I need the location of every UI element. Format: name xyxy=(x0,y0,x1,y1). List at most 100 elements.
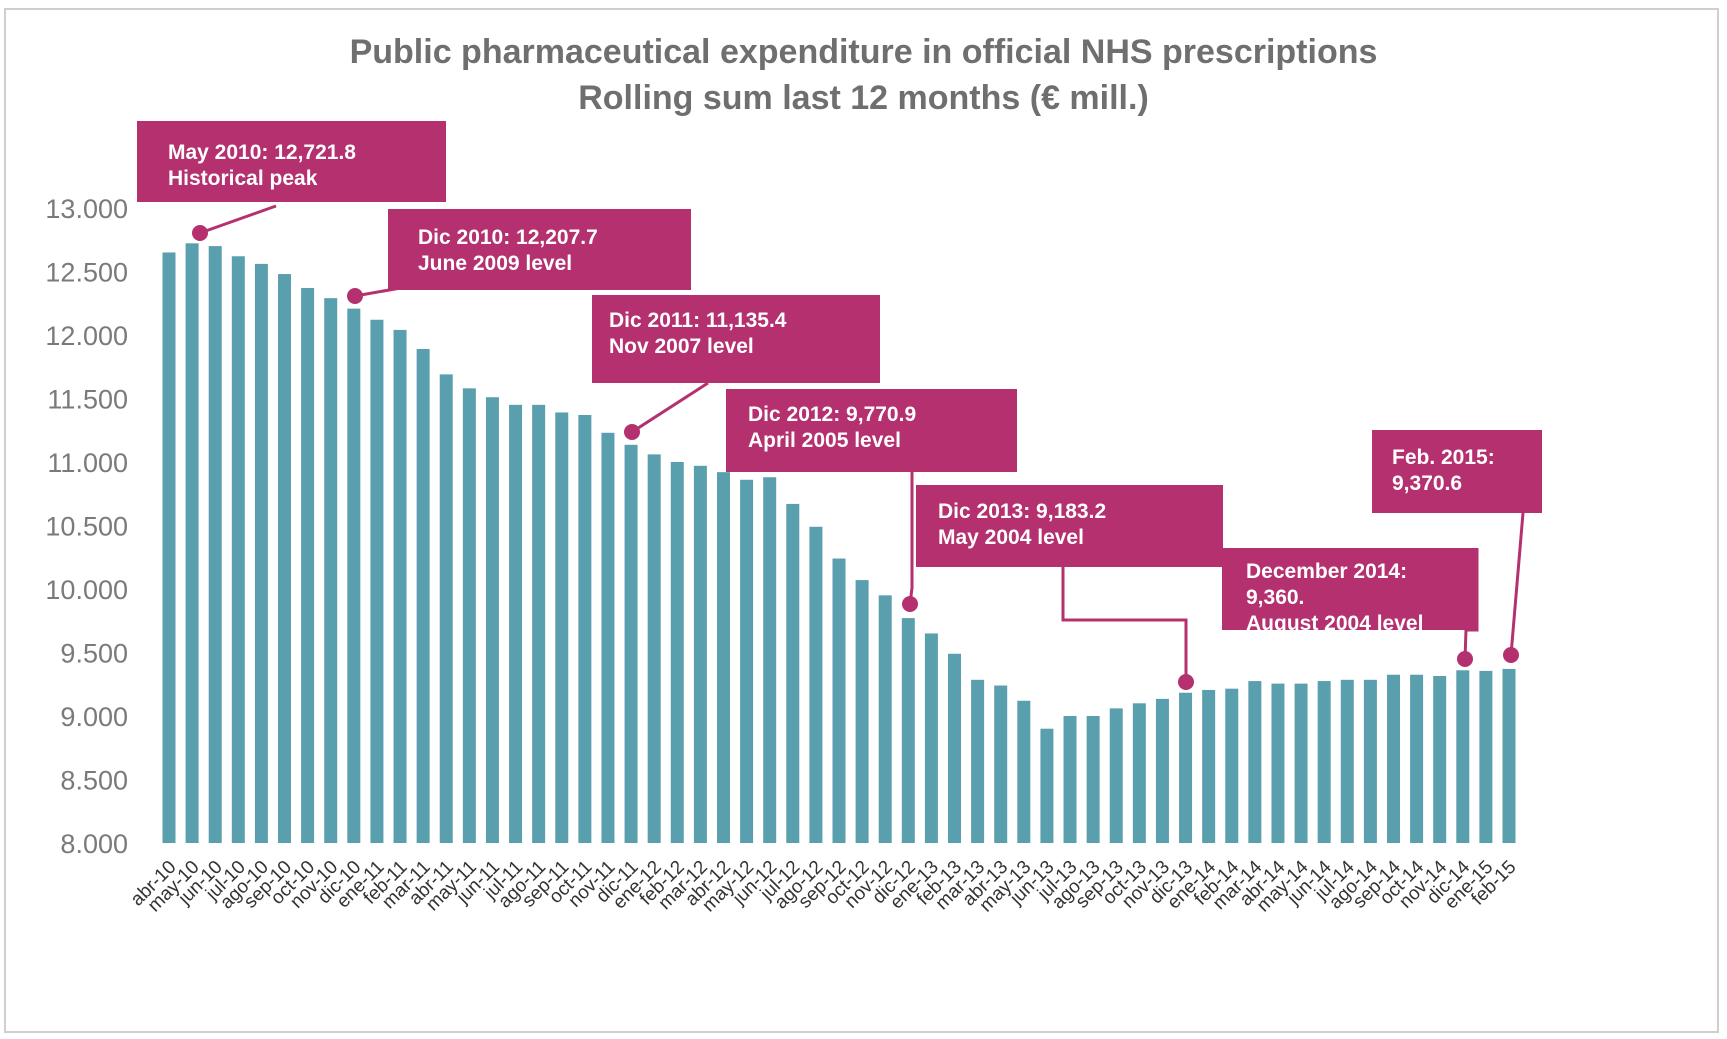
bar-may-10 xyxy=(185,243,199,843)
annotation-text: Dic 2011: 11,135.4 xyxy=(609,309,787,332)
bar-jul-13 xyxy=(1063,716,1077,843)
bar-sep-11 xyxy=(555,412,569,843)
bar-oct-14 xyxy=(1410,674,1424,843)
bar-abr-14 xyxy=(1271,683,1285,843)
bar-jun-11 xyxy=(485,397,499,843)
annotation-leader-line xyxy=(908,472,914,605)
bar-feb-11 xyxy=(393,329,407,843)
bar-sep-14 xyxy=(1386,674,1400,843)
bar-may-11 xyxy=(462,388,476,843)
bar-feb-13 xyxy=(948,653,962,843)
bar-jun-12 xyxy=(763,477,777,843)
annotation-dic-13: Dic 2013: 9,183.2 May 2004 level xyxy=(916,485,1223,690)
bar-oct-10 xyxy=(301,288,315,843)
bar-oct-13 xyxy=(1132,703,1146,843)
bar-mar-13 xyxy=(971,679,985,843)
chart-title: Public pharmaceutical expenditure in off… xyxy=(349,33,1378,71)
annotation-text: May 2004 level xyxy=(938,526,1084,549)
annotation-leader-line xyxy=(1061,567,1188,682)
annotation-dot xyxy=(1178,674,1194,690)
bar-jun-14 xyxy=(1317,681,1331,843)
bar-oct-12 xyxy=(855,580,869,843)
annotation-text: Nov 2007 level xyxy=(609,335,754,358)
annotation-text: June 2009 level xyxy=(418,252,572,275)
annotation-dot xyxy=(1503,647,1519,663)
bar-oct-11 xyxy=(578,415,592,843)
annotation-box xyxy=(137,121,446,202)
annotation-leader-line xyxy=(1463,548,1479,660)
bar-nov-12 xyxy=(878,595,892,843)
annotation-leader-line xyxy=(354,280,436,298)
bar-jul-14 xyxy=(1340,679,1354,843)
bar-ene-12 xyxy=(647,454,661,843)
bar-nov-14 xyxy=(1433,676,1447,843)
annotation-feb-15: Feb. 2015: 9,370.6 xyxy=(1372,430,1542,663)
bars-group xyxy=(162,243,1516,844)
y-tick-label: 9.500 xyxy=(60,639,128,669)
y-tick-label: 8.500 xyxy=(60,766,128,796)
bar-may-13 xyxy=(1017,700,1031,843)
y-tick-label: 10.500 xyxy=(45,512,128,542)
annotation-text: 9,370.6 xyxy=(1392,472,1462,495)
annotation-text: April 2005 level xyxy=(748,429,901,452)
annotation-box xyxy=(726,389,1017,472)
annotation-leader-line xyxy=(631,381,709,434)
bar-feb-14 xyxy=(1225,688,1239,843)
annotation-text: Historical peak xyxy=(168,167,318,190)
bar-mar-14 xyxy=(1248,681,1262,843)
bar-dic-13 xyxy=(1179,692,1193,843)
bar-dic-12 xyxy=(901,618,915,843)
bar-may-14 xyxy=(1294,683,1308,843)
bar-dic-11 xyxy=(624,444,638,843)
y-tick-label: 8.000 xyxy=(60,829,128,859)
bar-abr-10 xyxy=(162,252,176,843)
annotation-text: Dic 2013: 9,183.2 xyxy=(938,500,1106,523)
y-tick-label: 9.000 xyxy=(60,702,128,732)
bar-feb-12 xyxy=(670,462,684,843)
x-axis: abr-10may-10jun-10jul-10ago-10sep-10oct-… xyxy=(127,856,1521,916)
bar-sep-13 xyxy=(1109,708,1123,843)
bar-nov-11 xyxy=(601,432,615,843)
annotation-dot xyxy=(1457,651,1473,667)
bar-ene-14 xyxy=(1202,689,1216,843)
annotation-dic-10: Dic 2010: 12,207.7 June 2009 level xyxy=(347,209,691,304)
annotation-text: December 2014: xyxy=(1246,560,1407,583)
annotation-text: Dic 2012: 9,770.9 xyxy=(748,403,916,426)
annotation-box xyxy=(1372,430,1542,513)
bar-jul-10 xyxy=(231,256,245,843)
y-tick-label: 13.000 xyxy=(45,194,128,224)
bar-ago-14 xyxy=(1363,679,1377,843)
annotation-text: May 2010: 12,721.8 xyxy=(168,141,356,164)
bar-sep-12 xyxy=(832,558,846,843)
bar-jul-12 xyxy=(786,503,800,843)
bar-may-12 xyxy=(740,479,754,843)
annotation-box xyxy=(916,485,1223,567)
bar-ago-13 xyxy=(1086,716,1100,843)
bar-mar-12 xyxy=(693,465,707,843)
bar-abr-13 xyxy=(994,685,1008,843)
annotation-dot xyxy=(624,424,640,440)
y-tick-label: 11.500 xyxy=(47,385,128,415)
annotation-box xyxy=(388,209,691,290)
bar-feb-15 xyxy=(1502,668,1516,843)
bar-jul-11 xyxy=(509,404,523,843)
chart-subtitle: Rolling sum last 12 months (€ mill.) xyxy=(578,79,1149,117)
annotation-text: August 2004 level xyxy=(1246,612,1423,635)
bar-dic-10 xyxy=(347,308,361,843)
annotation-dot xyxy=(347,288,363,304)
annotation-dic-11: Dic 2011: 11,135.4 Nov 2007 level xyxy=(592,295,880,440)
bar-jun-10 xyxy=(208,246,222,844)
annotation-may-10: May 2010: 12,721.8 Historical peak xyxy=(137,121,446,241)
bar-mar-11 xyxy=(416,348,430,843)
bar-ago-12 xyxy=(809,526,823,843)
bar-ago-11 xyxy=(532,404,546,843)
annotation-dot xyxy=(192,225,208,241)
bar-abr-11 xyxy=(439,374,453,843)
annotation-text: Feb. 2015: xyxy=(1392,446,1495,469)
annotation-text: Dic 2010: 12,207.7 xyxy=(418,226,598,249)
y-tick-label: 12.000 xyxy=(45,321,128,351)
bar-ene-11 xyxy=(370,319,384,843)
bar-ago-10 xyxy=(254,263,268,843)
y-tick-label: 10.000 xyxy=(45,575,128,605)
